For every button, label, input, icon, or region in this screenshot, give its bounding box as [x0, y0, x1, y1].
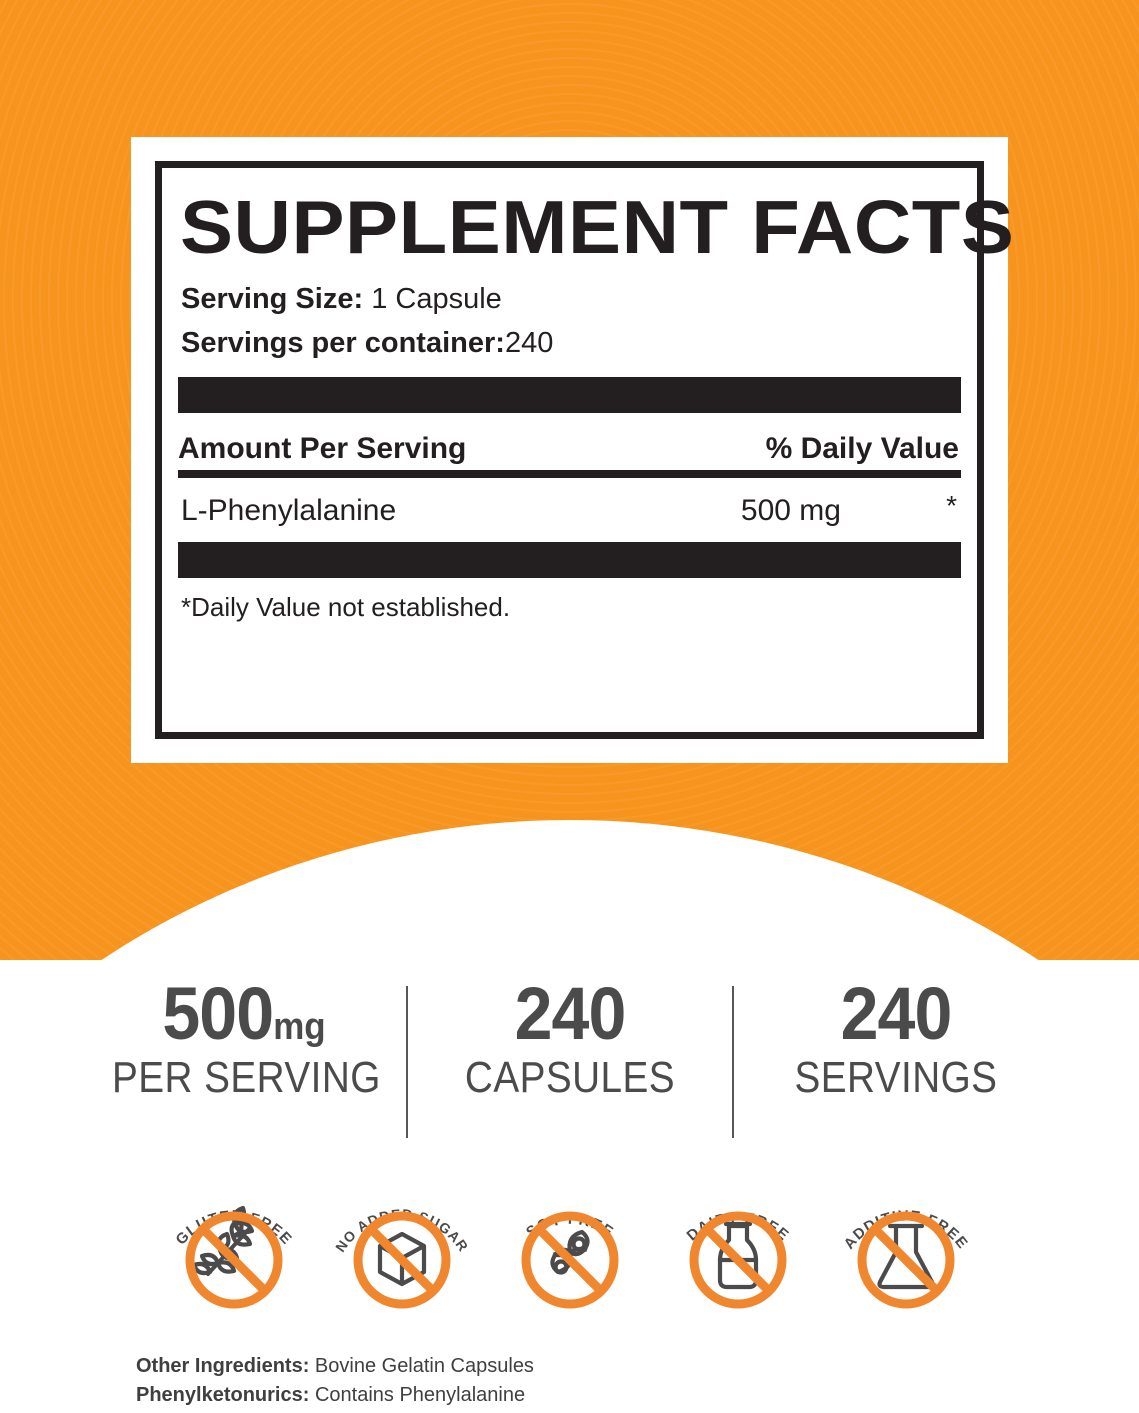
stat-capsules-number: 240: [514, 972, 626, 1055]
stat-capsules-label: CAPSULES: [464, 1053, 675, 1103]
certification-badges-row: GLUTEN FREE: [0, 1168, 1139, 1328]
serving-size-line: Serving Size: 1 Capsule: [181, 283, 961, 316]
stat-divider: [731, 986, 734, 1138]
stat-servings-label: SERVINGS: [794, 1053, 997, 1103]
other-ingredients-label: Other Ingredients:: [136, 1355, 310, 1377]
stat-servings-number: 240: [840, 972, 952, 1055]
stat-per-serving-number: 500mg: [161, 972, 326, 1055]
phenylketonurics-label: Phenylketonurics:: [136, 1384, 310, 1406]
other-ingredients-line: Other Ingredients: Bovine Gelatin Capsul…: [136, 1352, 534, 1381]
stat-per-serving: 500mg PER SERVING: [94, 972, 394, 1103]
badge-no-added-sugar: NO ADDED SUGAR: [318, 1168, 486, 1328]
table-bottom-rule: [178, 542, 961, 578]
table-row: L-Phenylalanine 500 mg *: [178, 478, 961, 542]
ingredient-name: L-Phenylalanine: [181, 494, 397, 527]
badge-dairy-free: DAIRY FREE: [654, 1168, 822, 1328]
phenylketonurics-line: Phenylketonurics: Contains Phenylalanine: [136, 1381, 534, 1410]
stat-servings: 240 SERVINGS: [746, 972, 1046, 1103]
daily-value-footnote: *Daily Value not established.: [181, 592, 511, 622]
servings-per-container-line: Servings per container:240: [181, 327, 961, 360]
supplement-facts-panel: SUPPLEMENT FACTS Serving Size: 1 Capsule…: [131, 137, 1014, 763]
servings-per-container-value: 240: [504, 327, 554, 359]
stat-per-serving-label: PER SERVING: [111, 1053, 381, 1103]
ingredient-amount: 500 mg: [740, 494, 841, 527]
table-top-rule: [178, 377, 961, 413]
ingredient-daily-value: *: [946, 490, 957, 521]
table-header-underline: [178, 470, 961, 478]
badge-additive-free: ADDITIVE FREE: [822, 1168, 990, 1328]
stat-capsules: 240 CAPSULES: [420, 972, 720, 1103]
other-ingredients-value: Bovine Gelatin Capsules: [314, 1355, 534, 1377]
serving-size-label: Serving Size:: [181, 283, 364, 315]
daily-value-header: % Daily Value: [765, 432, 959, 465]
white-curve-divider: [0, 820, 1139, 960]
serving-size-value: 1 Capsule: [371, 283, 502, 315]
amount-per-serving-header: Amount Per Serving: [178, 432, 467, 465]
supplement-facts-title: SUPPLEMENT FACTS: [180, 185, 1015, 269]
footer-text-block: Other Ingredients: Bovine Gelatin Capsul…: [136, 1352, 534, 1410]
servings-per-container-label: Servings per container:: [181, 327, 505, 359]
supplement-facts-border-box: SUPPLEMENT FACTS Serving Size: 1 Capsule…: [155, 161, 1014, 739]
badge-soy-free: SOY FREE: [486, 1168, 654, 1328]
stats-row: 500mg PER SERVING 240 CAPSULES 240 SERVI…: [0, 972, 1139, 1148]
badge-gluten-free: GLUTEN FREE: [150, 1168, 318, 1328]
phenylketonurics-value: Contains Phenylalanine: [314, 1384, 526, 1406]
stat-divider: [405, 986, 408, 1138]
stat-per-serving-unit: mg: [272, 1006, 326, 1048]
table-header-row: Amount Per Serving % Daily Value: [178, 432, 961, 466]
